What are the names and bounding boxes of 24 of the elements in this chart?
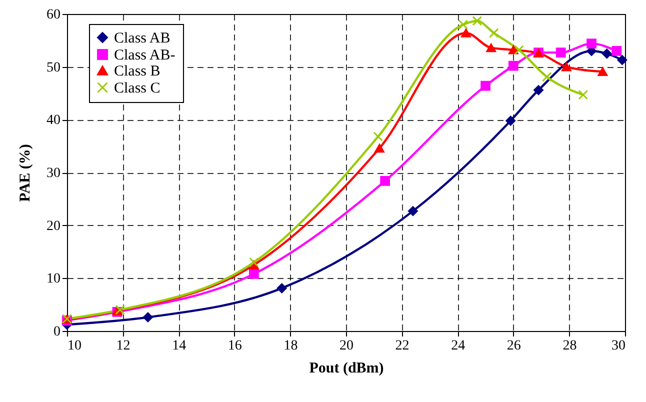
x-tick-label: 12 — [116, 338, 130, 354]
y-tick-label: 50 — [46, 60, 60, 76]
legend-label: Class AB- — [114, 48, 176, 64]
x-tick-label: 24 — [451, 338, 466, 354]
x-tick-label: 10 — [68, 338, 82, 354]
y-tick-label: 10 — [46, 272, 60, 287]
legend-label: Class C — [114, 80, 160, 96]
y-axis-title: PAE (%) — [18, 144, 34, 202]
x-axis-title: Pout (dBm) — [309, 360, 384, 376]
legend-label: Class B — [114, 64, 160, 80]
legend-label: Class AB — [114, 30, 170, 46]
x-tick-label: 22 — [395, 338, 410, 354]
y-tick-label: 0 — [54, 324, 60, 340]
x-tick-label: 16 — [228, 338, 242, 354]
x-tick-label: 14 — [172, 338, 186, 354]
x-tick-label: 30 — [612, 338, 626, 354]
y-tick-label: 40 — [46, 113, 60, 128]
x-tick-label: 18 — [284, 338, 298, 354]
x-tick-label: 20 — [340, 338, 354, 354]
y-tick-label: 20 — [46, 218, 60, 234]
y-tick-label: 60 — [46, 8, 60, 22]
x-tick-label: 28 — [562, 338, 577, 354]
x-tick-label: 26 — [506, 338, 521, 354]
y-tick-label: 30 — [46, 166, 60, 181]
